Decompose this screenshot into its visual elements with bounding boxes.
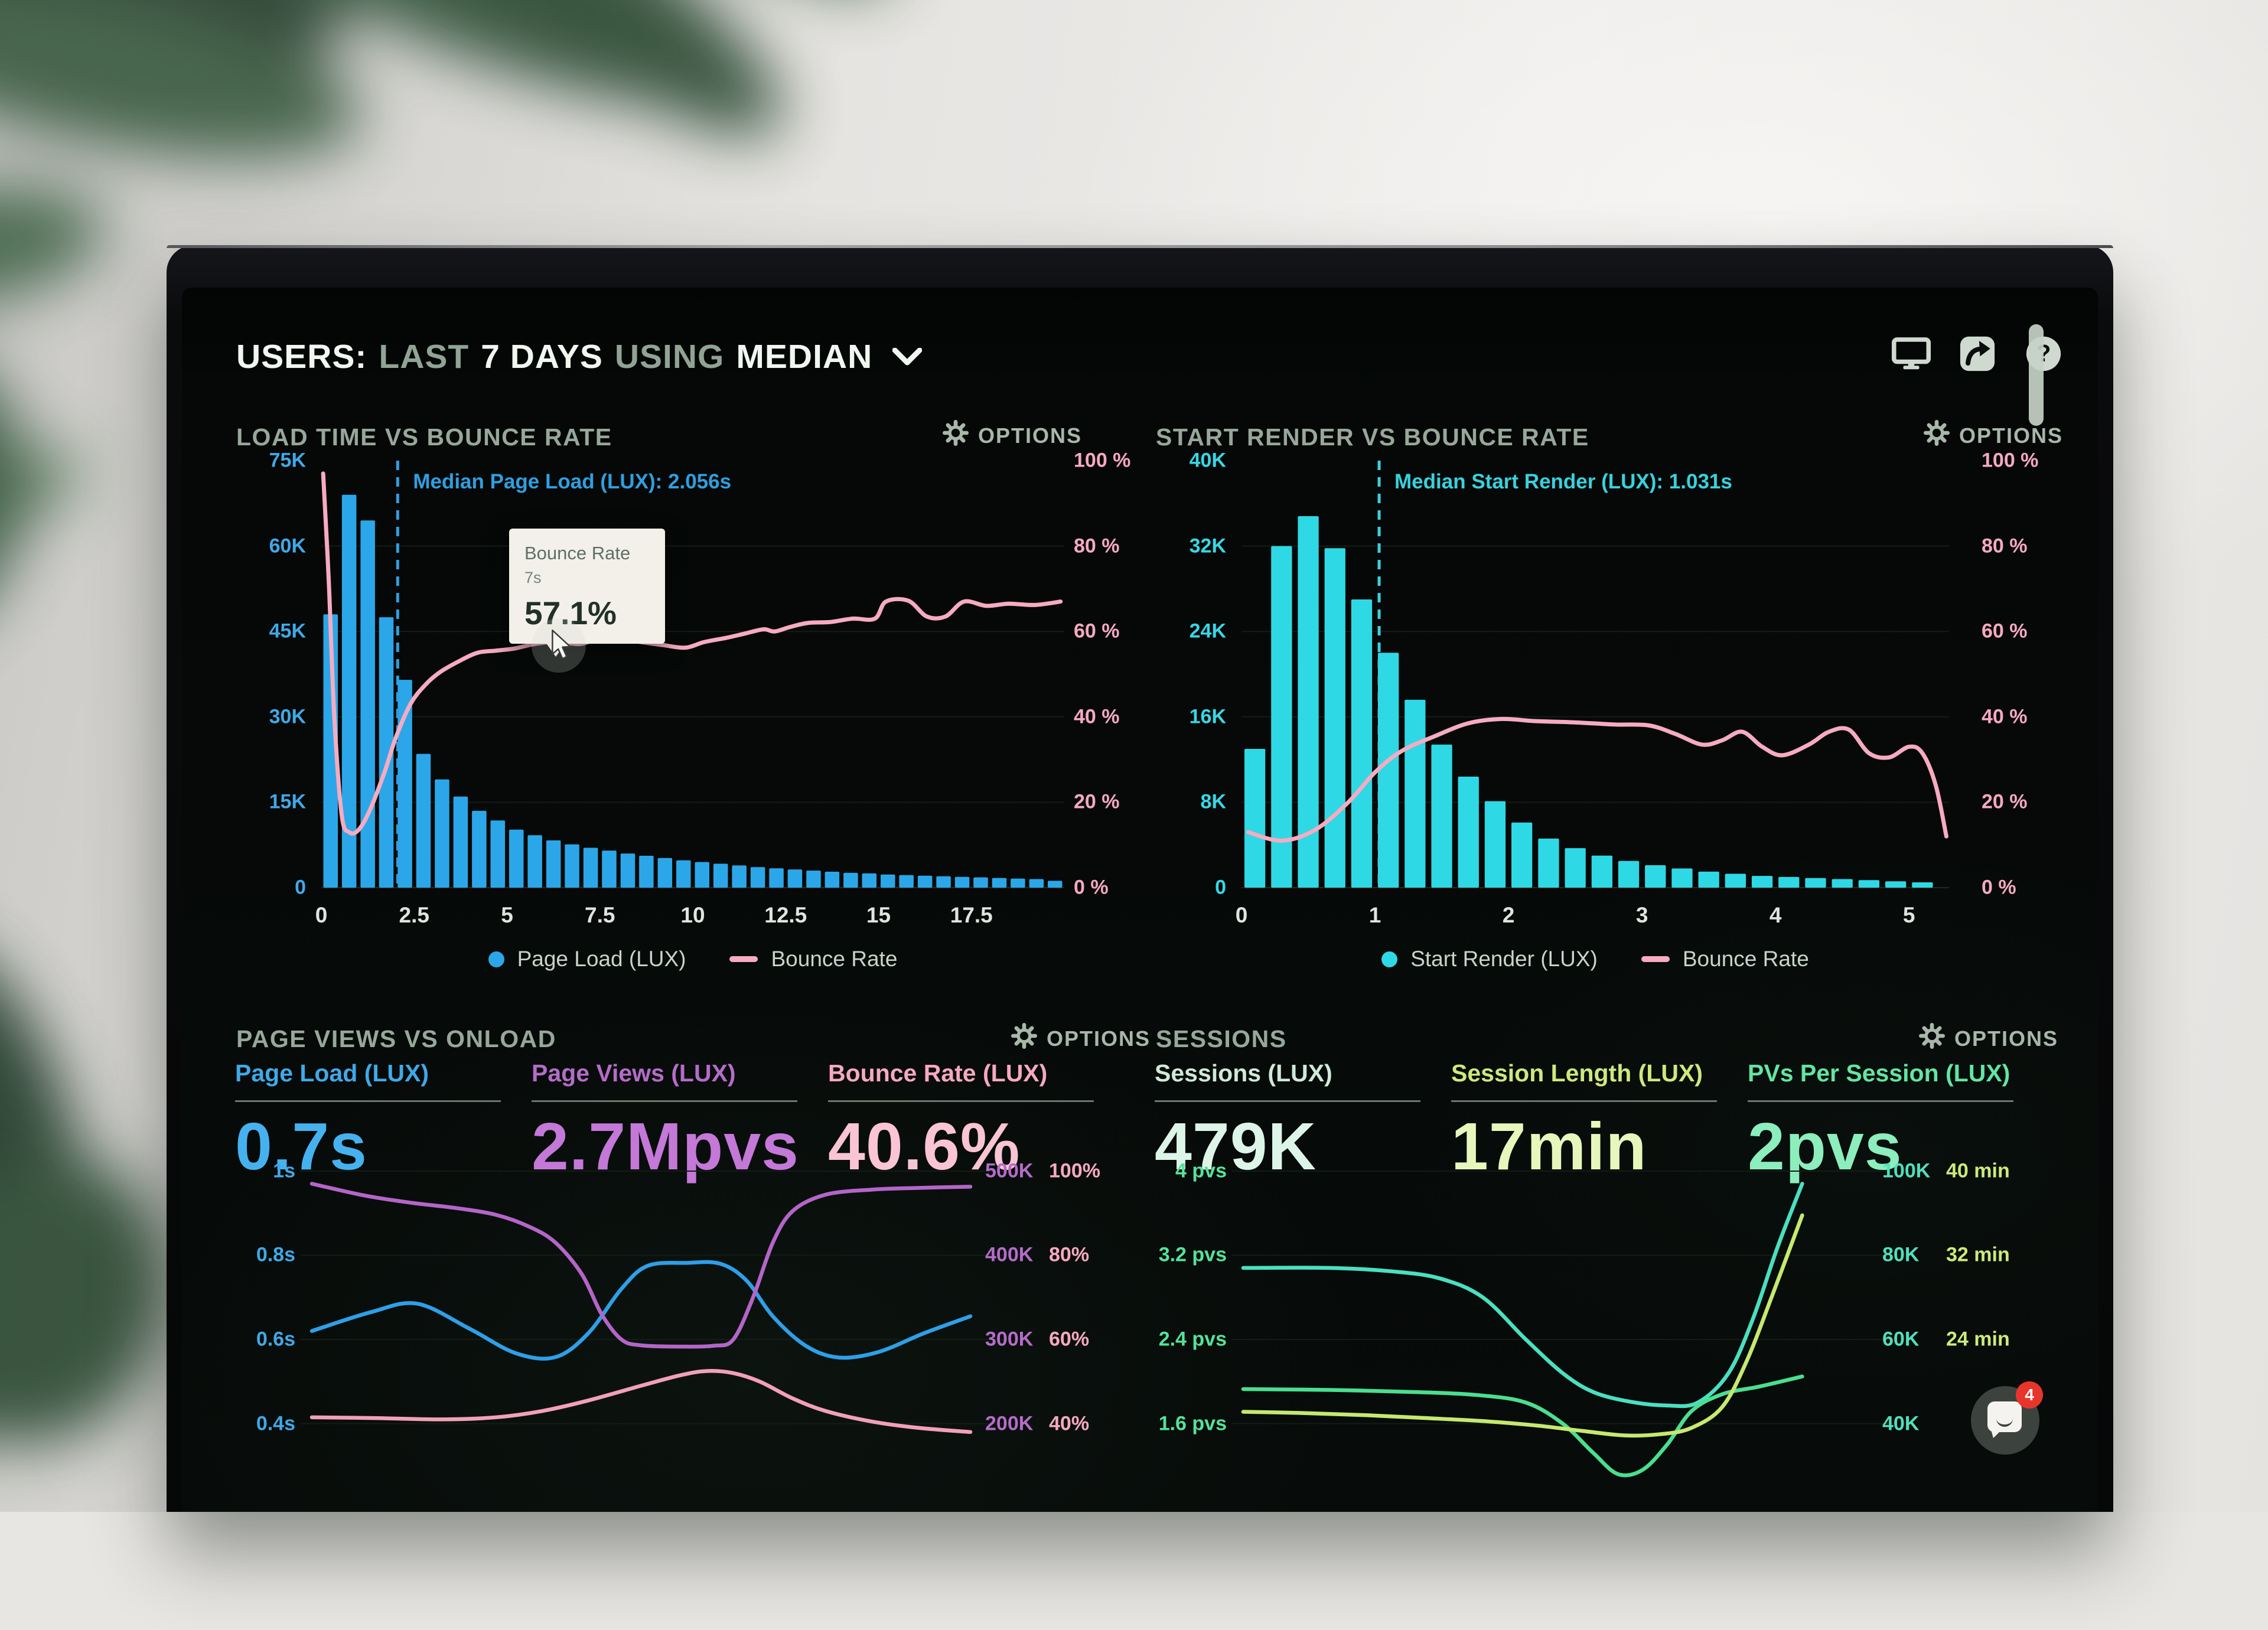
mouse-cursor-icon (546, 629, 578, 666)
chat-unread-badge: 4 (2016, 1381, 2043, 1409)
legend-item: Page Load (LUX) (488, 947, 686, 972)
legend-marker (1641, 956, 1670, 962)
axis-label: 20 % (1074, 791, 1120, 814)
tooltip-x-value: 7s (524, 569, 650, 587)
axis-label: 40 min (1946, 1159, 2010, 1182)
axis-label: Median Page Load (LUX): 2.056s (413, 470, 731, 494)
title-last: LAST (379, 337, 469, 376)
axis-label: 0 (1236, 903, 1248, 928)
axis-label: 15 (866, 903, 891, 928)
axis-label: 5 (1903, 903, 1915, 928)
axis-label: 15K (235, 791, 306, 814)
axis-label: 60K (235, 534, 306, 558)
axis-label: 1s (235, 1159, 295, 1182)
dashboard-screen: USERS: LAST 7 DAYS USING MEDIAN (182, 288, 2098, 1512)
axis-label: 2.4 pvs (1155, 1328, 1227, 1351)
axis-label: 80 % (1982, 534, 2028, 558)
axis-label: 0.8s (235, 1244, 295, 1267)
axis-label: 400K (985, 1244, 1033, 1267)
axis-label: 16K (1155, 705, 1226, 728)
axis-label: 17.5 (950, 903, 993, 928)
axis-label: 40K (1155, 449, 1226, 472)
chat-bubble-icon (1987, 1401, 2022, 1432)
axis-label: 100K (1882, 1159, 1930, 1182)
axis-label: 60% (1049, 1328, 1089, 1351)
chevron-down-icon (892, 348, 922, 366)
axis-label: Median Start Render (LUX): 1.031s (1394, 470, 1732, 494)
title-using: USING (615, 337, 725, 376)
axis-label: 8K (1155, 791, 1226, 814)
title-users: USERS: (236, 337, 367, 376)
axis-label: 3 (1636, 903, 1648, 928)
axis-label: 40K (1882, 1412, 1919, 1435)
axis-label: 4 pvs (1155, 1159, 1227, 1182)
axis-label: 60 % (1074, 620, 1120, 643)
axis-label: 0 (1155, 876, 1226, 899)
legend-item: Bounce Rate (729, 947, 897, 972)
axis-label: 60 % (1982, 620, 2028, 643)
axis-label: 2 (1503, 903, 1515, 928)
chart-legend: Page Load (LUX) Bounce Rate (321, 947, 1064, 972)
axis-label: 32K (1155, 534, 1226, 558)
axis-label: 4 (1770, 903, 1782, 928)
axis-label: 80 % (1074, 534, 1120, 558)
axis-label: 20 % (1982, 791, 2028, 814)
axis-label: 0 (315, 903, 328, 928)
axis-label: 300K (985, 1328, 1033, 1351)
axis-label: 1 (1369, 903, 1381, 928)
laptop-frame: USERS: LAST 7 DAYS USING MEDIAN (167, 245, 2113, 1512)
axis-label: 45K (235, 620, 306, 643)
share-icon[interactable] (1957, 332, 1997, 375)
axis-label: 100 % (1982, 449, 2038, 472)
axis-label: 0 % (1074, 876, 1109, 899)
axis-label: 60K (1882, 1328, 1919, 1351)
axis-label: 24 min (1946, 1328, 2010, 1351)
page-views-chart[interactable]: 1s 500K 100% 0.8s 400K 80% 0.6s 300K 60% 0.4s 200K… (235, 1023, 1156, 1510)
axis-label: 7.5 (585, 903, 615, 928)
axis-label: 30K (235, 705, 306, 728)
axis-label: 2.5 (399, 903, 429, 928)
axis-label: 10 (680, 903, 705, 928)
axis-label: 12.5 (764, 903, 807, 928)
axis-label: 80K (1882, 1244, 1919, 1267)
axis-label: 24K (1155, 620, 1226, 643)
axis-label: 0 % (1982, 876, 2016, 899)
axis-label: 0.6s (235, 1328, 295, 1351)
axis-label: 32 min (1946, 1244, 2010, 1267)
sessions-chart[interactable]: 4 pvs 100K 40 min 3.2 pvs 80K 32 min 2.4 pvs 60… (1155, 1023, 2098, 1510)
axis-label: 5 (501, 903, 513, 928)
legend-marker (1381, 951, 1397, 967)
chart-tooltip: Bounce Rate 7s 57.1% (509, 529, 665, 644)
axis-label: 40 % (1982, 705, 2028, 728)
legend-marker (729, 956, 758, 962)
axis-label: 0 (235, 876, 306, 899)
legend-marker (488, 951, 504, 967)
legend-item: Bounce Rate (1641, 947, 1809, 972)
start-render-chart[interactable]: 40K 32K 24K 16K 8K 0 100 % 80 % 60 % 40 % 20 % 0 % 0… (1155, 400, 2069, 996)
axis-label: 75K (235, 449, 306, 472)
panel-page-views-vs-onload: PAGE VIEWS VS ONLOAD OPTIONS Page Load (… (235, 1023, 1156, 1510)
axis-label: 80% (1049, 1244, 1089, 1267)
axis-label: 3.2 pvs (1155, 1244, 1227, 1267)
title-range: 7 DAYS (481, 337, 603, 376)
monitor-icon[interactable] (1891, 332, 1931, 375)
legend-item: Start Render (LUX) (1381, 947, 1598, 972)
chart-legend: Start Render (LUX) Bounce Rate (1241, 947, 1949, 972)
chat-launcher-button[interactable]: 4 (1971, 1386, 2039, 1455)
title-aggregation: MEDIAN (736, 337, 872, 376)
axis-label: 100 % (1074, 449, 1130, 472)
axis-label: 1.6 pvs (1155, 1412, 1227, 1435)
axis-label: 40 % (1074, 705, 1120, 728)
axis-label: 200K (985, 1412, 1033, 1435)
dashboard-title-dropdown[interactable]: USERS: LAST 7 DAYS USING MEDIAN (236, 337, 922, 376)
tooltip-series: Bounce Rate (524, 543, 650, 564)
axis-label: 0.4s (235, 1412, 295, 1435)
axis-label: 40% (1049, 1412, 1089, 1435)
axis-label: 100% (1049, 1159, 1100, 1182)
axis-label: 500K (985, 1159, 1033, 1182)
